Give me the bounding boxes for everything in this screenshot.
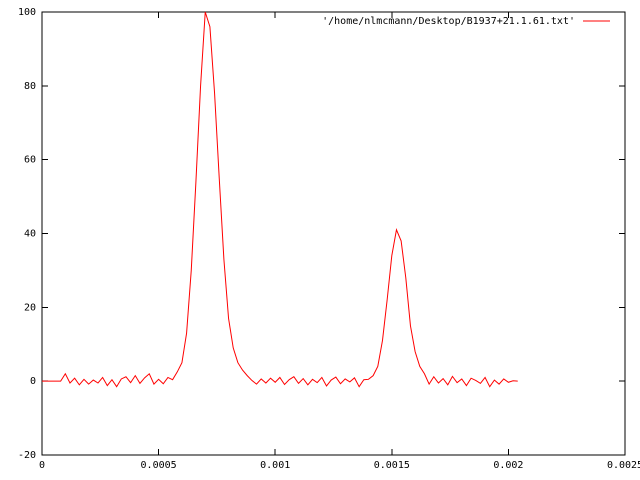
y-tick-label: 100 <box>18 7 36 18</box>
data-line <box>42 11 518 388</box>
y-tick-label: 0 <box>30 376 36 387</box>
y-tick-label: 40 <box>24 229 36 240</box>
y-tick-label: 60 <box>24 155 36 166</box>
x-tick-label: 0.001 <box>260 460 290 471</box>
x-tick-label: 0 <box>39 460 45 471</box>
y-tick-label: -20 <box>18 450 36 461</box>
x-tick-label: 0.002 <box>493 460 523 471</box>
y-tick-label: 80 <box>24 81 36 92</box>
x-tick-label: 0.0005 <box>141 460 177 471</box>
y-tick-label: 20 <box>24 302 36 313</box>
x-tick-label: 0.0015 <box>374 460 410 471</box>
legend-label: '/home/nlmcmann/Desktop/B1937+21.1.61.tx… <box>322 16 575 27</box>
plot-border <box>41 11 626 456</box>
x-tick-label: 0.0025 <box>607 460 640 471</box>
